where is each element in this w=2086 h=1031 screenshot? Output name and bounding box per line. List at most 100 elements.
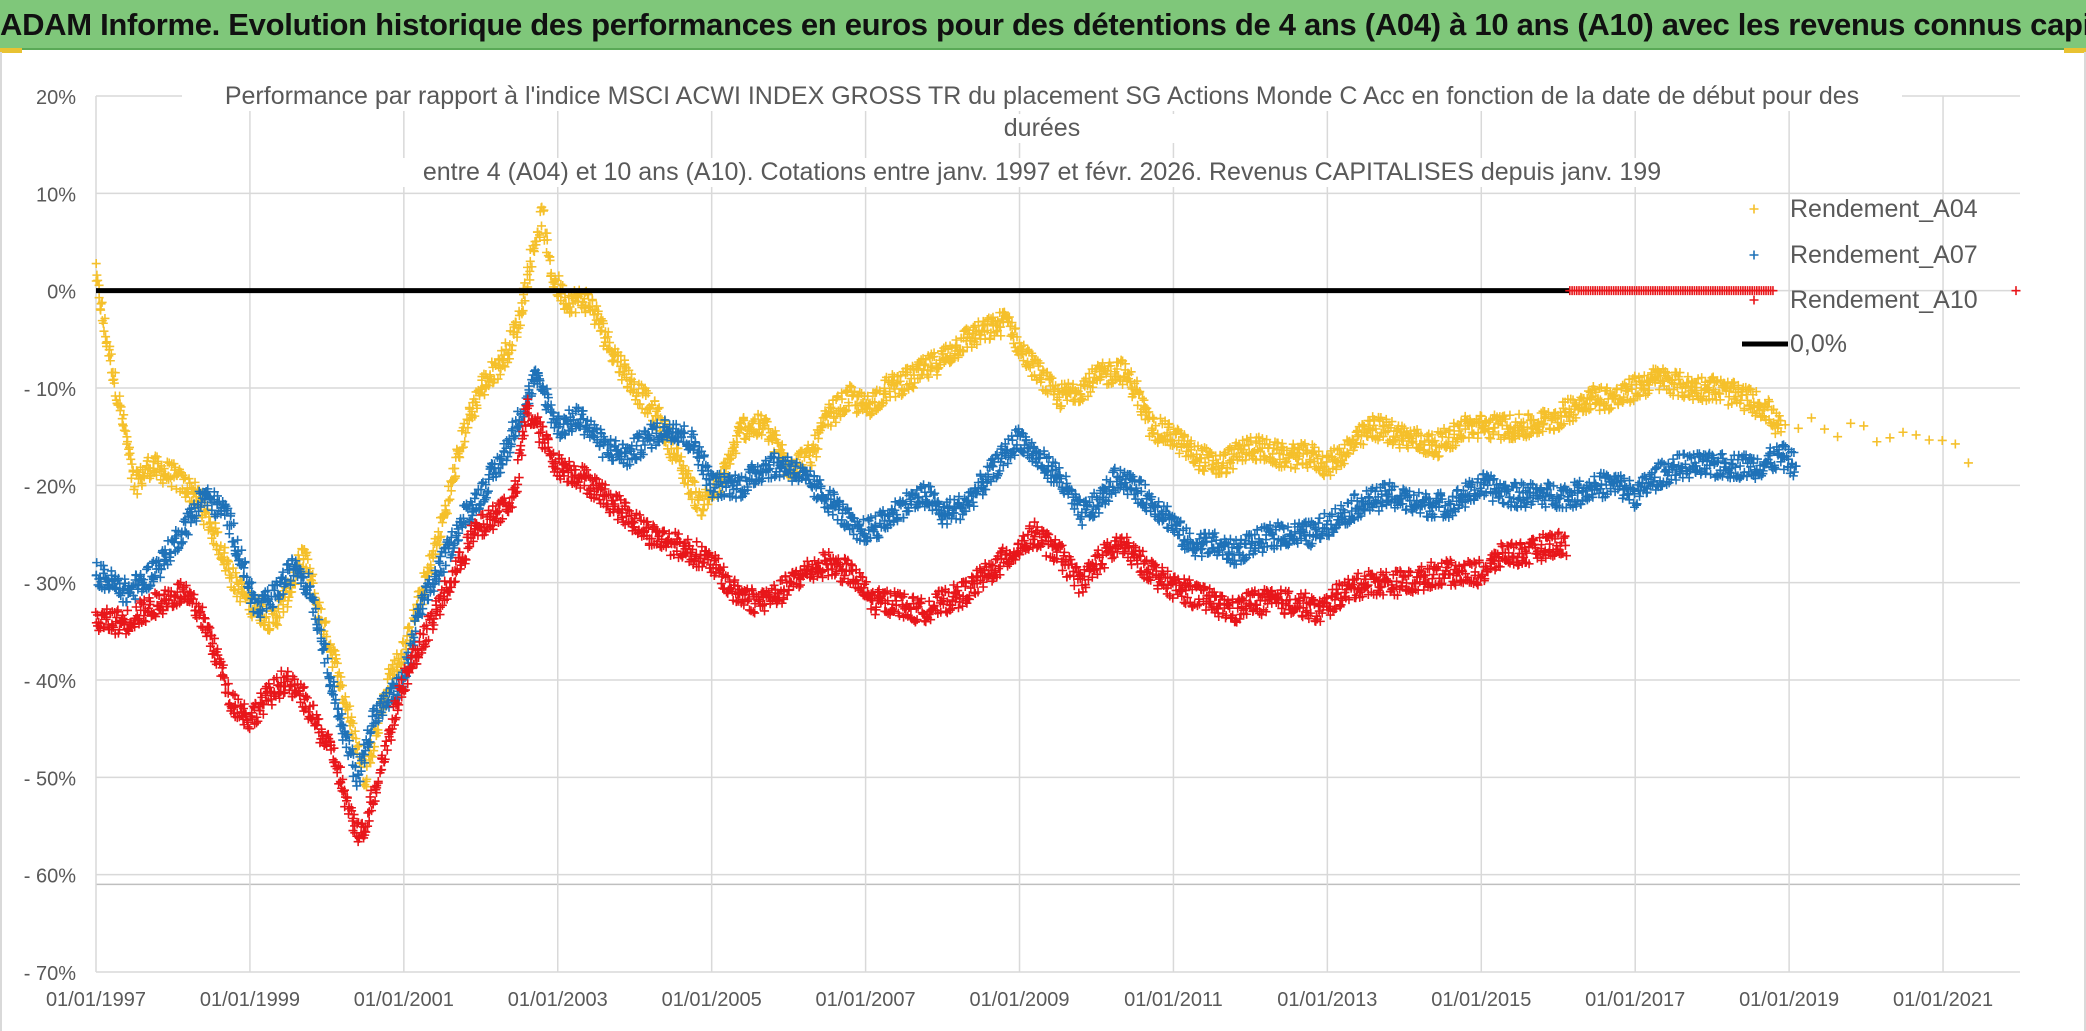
data-point xyxy=(841,405,851,415)
data-point xyxy=(932,370,942,380)
data-point xyxy=(228,563,238,573)
data-point xyxy=(899,385,909,395)
data-point xyxy=(592,301,602,311)
data-point xyxy=(283,596,293,606)
data-point xyxy=(367,752,377,762)
data-point xyxy=(556,279,566,289)
data-point xyxy=(485,370,495,380)
data-point xyxy=(190,477,200,487)
data-point xyxy=(337,681,347,691)
data-point xyxy=(958,347,968,357)
data-point xyxy=(1859,421,1869,431)
data-point xyxy=(929,348,939,358)
data-point xyxy=(1075,514,1085,524)
data-point xyxy=(885,386,895,396)
data-point xyxy=(887,370,897,380)
report-banner: ADAM Informe. Evolution historique des p… xyxy=(0,0,2086,50)
data-point xyxy=(1258,547,1268,557)
data-point xyxy=(539,206,549,216)
data-point xyxy=(767,435,777,445)
data-point xyxy=(476,384,486,394)
data-point xyxy=(831,417,841,427)
data-point xyxy=(840,406,850,416)
data-point xyxy=(119,410,129,420)
data-point xyxy=(512,332,522,342)
data-point xyxy=(392,665,402,675)
data-point xyxy=(152,452,162,462)
data-point xyxy=(115,391,125,401)
data-point xyxy=(231,568,241,578)
data-point xyxy=(95,304,105,314)
data-point xyxy=(858,515,868,525)
data-point xyxy=(772,437,782,447)
data-point xyxy=(777,440,787,450)
data-point xyxy=(224,529,234,539)
data-point xyxy=(691,503,701,513)
data-point xyxy=(237,577,247,587)
data-point xyxy=(92,270,102,280)
data-point xyxy=(935,360,945,370)
data-point xyxy=(603,332,613,342)
data-point xyxy=(813,433,823,443)
data-point xyxy=(345,701,355,711)
data-point xyxy=(525,256,535,266)
data-point xyxy=(1820,424,1830,434)
data-point xyxy=(314,597,324,607)
data-point xyxy=(967,342,977,352)
data-point xyxy=(656,413,666,423)
data-point xyxy=(1322,451,1332,461)
data-point xyxy=(729,442,739,452)
data-point xyxy=(756,411,766,421)
data-point xyxy=(271,619,281,629)
data-point xyxy=(880,389,890,399)
data-point xyxy=(761,415,771,425)
data-point xyxy=(972,339,982,349)
data-point xyxy=(498,355,508,365)
data-point xyxy=(620,361,630,371)
data-point xyxy=(874,532,884,542)
data-point xyxy=(750,414,760,424)
data-point xyxy=(278,600,288,610)
data-point xyxy=(386,664,396,674)
data-point xyxy=(1077,520,1087,530)
data-point xyxy=(1221,469,1231,479)
data-point xyxy=(676,452,686,462)
data-point xyxy=(525,275,535,285)
data-point xyxy=(845,381,855,391)
data-point xyxy=(726,453,736,463)
data-point xyxy=(957,345,967,355)
data-point xyxy=(571,308,581,318)
data-point xyxy=(472,400,482,410)
data-point xyxy=(1833,432,1843,442)
data-point xyxy=(158,478,168,488)
data-point xyxy=(347,712,357,722)
data-point xyxy=(672,450,682,460)
data-point xyxy=(762,417,772,427)
data-point xyxy=(1872,437,1882,447)
data-point xyxy=(1210,528,1220,538)
data-point xyxy=(1516,478,1526,488)
data-point xyxy=(1108,467,1118,477)
banner-corner-right xyxy=(2064,48,2086,53)
data-point xyxy=(123,605,133,615)
data-point xyxy=(535,232,545,242)
data-point xyxy=(593,309,603,319)
data-point xyxy=(732,437,742,447)
data-point xyxy=(455,452,465,462)
data-point xyxy=(596,314,606,324)
data-point xyxy=(159,464,169,474)
data-point xyxy=(362,774,372,784)
data-point xyxy=(509,322,519,332)
data-point xyxy=(180,472,190,482)
data-point xyxy=(1963,458,1973,468)
data-point xyxy=(963,325,973,335)
data-point xyxy=(1885,433,1895,443)
data-point xyxy=(123,437,133,447)
data-point xyxy=(171,531,181,541)
data-point xyxy=(129,484,139,494)
data-point xyxy=(155,572,165,582)
data-point xyxy=(216,541,226,551)
grid-lines xyxy=(95,95,2020,973)
data-point xyxy=(1950,439,1960,449)
data-point xyxy=(274,612,284,622)
